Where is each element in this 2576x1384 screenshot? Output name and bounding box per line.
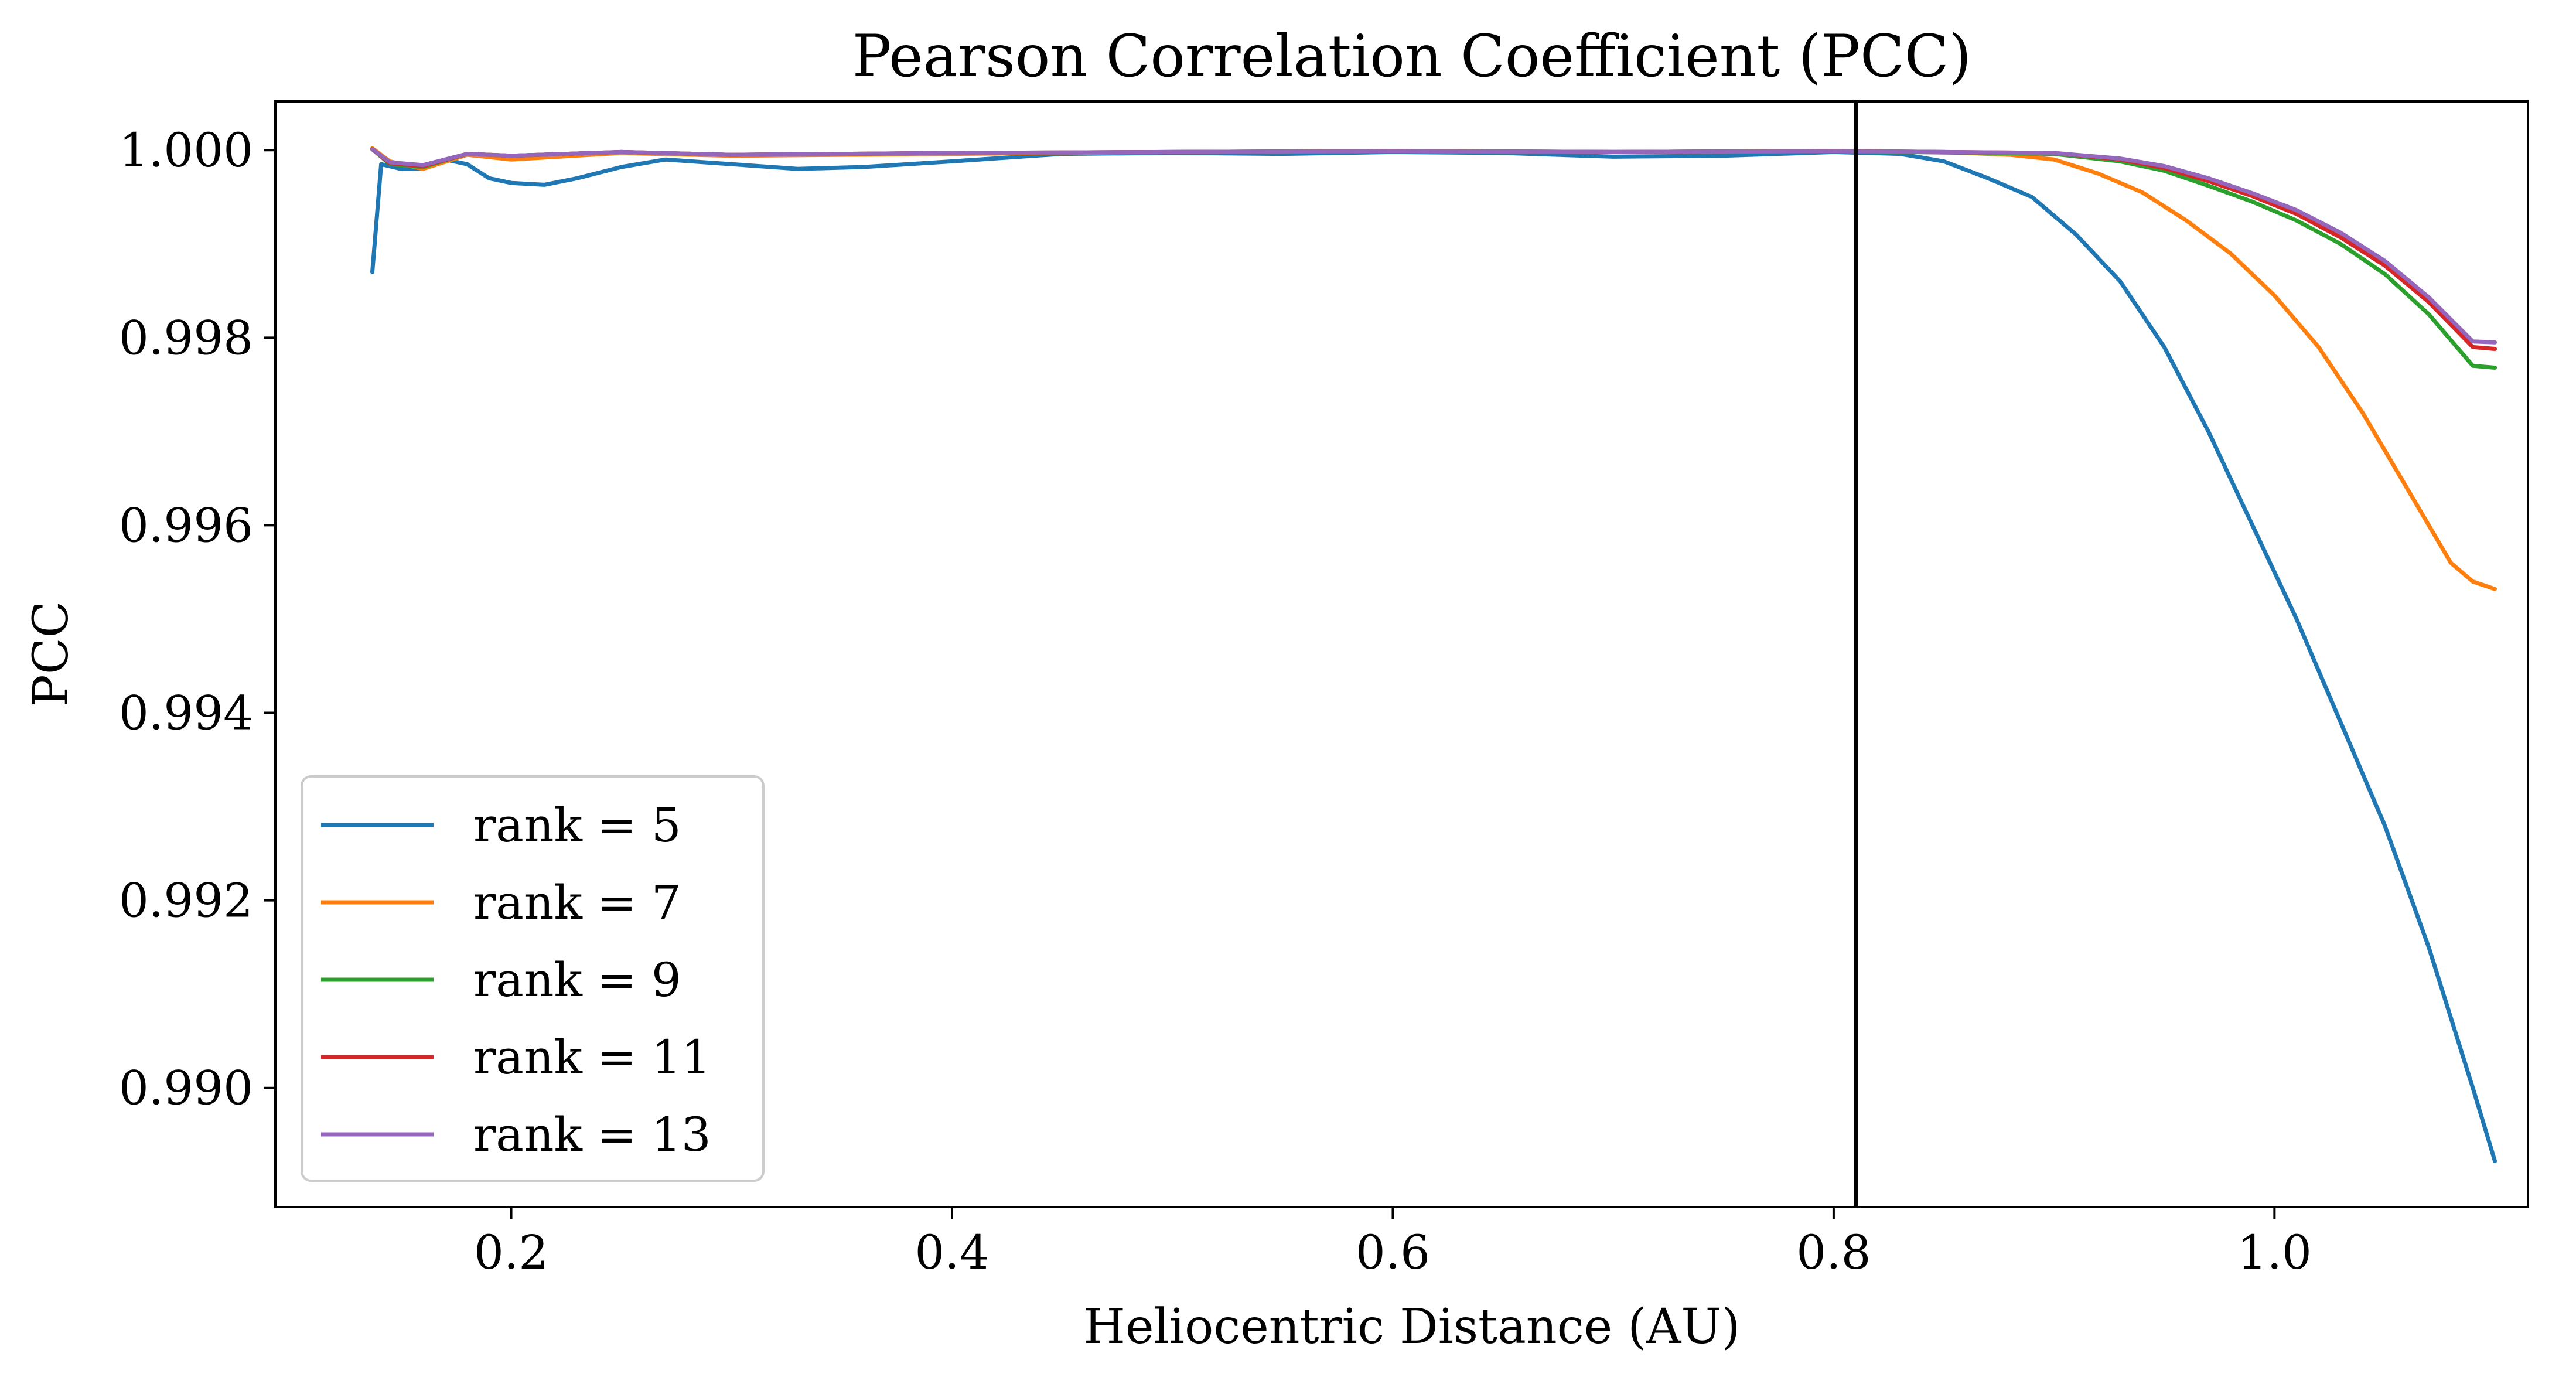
- y-axis: 0.990 0.992 0.994 0.996 0.998 1.000: [119, 123, 275, 1116]
- legend: rank = 5 rank = 7 rank = 9 rank = 11 rank = …: [301, 775, 765, 1182]
- legend-label: rank = 5: [473, 798, 681, 853]
- axes-frame: [274, 100, 2529, 1208]
- legend-items: rank = 5 rank = 7 rank = 9 rank = 11 rank = …: [321, 798, 711, 1162]
- y-tick-label: 0.992: [119, 874, 253, 928]
- x-tick-label: 0.4: [915, 1225, 989, 1280]
- legend-label: rank = 7: [473, 875, 681, 930]
- x-tick-label: 1.0: [2237, 1225, 2312, 1280]
- x-tick-label: 0.2: [474, 1225, 548, 1280]
- y-tick-label: 0.996: [119, 498, 253, 553]
- legend-box: [301, 775, 765, 1182]
- legend-label: rank = 9: [473, 953, 681, 1007]
- y-tick-label: 1.000: [119, 123, 253, 178]
- plot-area: [274, 100, 2529, 1208]
- y-tick-label: 0.998: [119, 311, 253, 365]
- y-tick-label: 0.994: [119, 686, 253, 741]
- x-axis-label: Heliocentric Distance (AU): [1083, 1299, 1740, 1355]
- y-axis-label: PCC: [23, 601, 79, 707]
- series-layer: [370, 146, 2497, 1164]
- y-tick-label: 0.990: [119, 1061, 253, 1116]
- x-tick-label: 0.6: [1356, 1225, 1430, 1280]
- legend-label: rank = 11: [473, 1030, 711, 1085]
- x-tick-label: 0.8: [1796, 1225, 1871, 1280]
- x-axis: 0.2 0.4 0.6 0.8 1.0: [474, 1207, 2312, 1280]
- chart-title: Pearson Correlation Coefficient (PCC): [852, 23, 1971, 90]
- series-line-rank-13: [370, 147, 2497, 345]
- legend-label: rank = 13: [473, 1107, 711, 1162]
